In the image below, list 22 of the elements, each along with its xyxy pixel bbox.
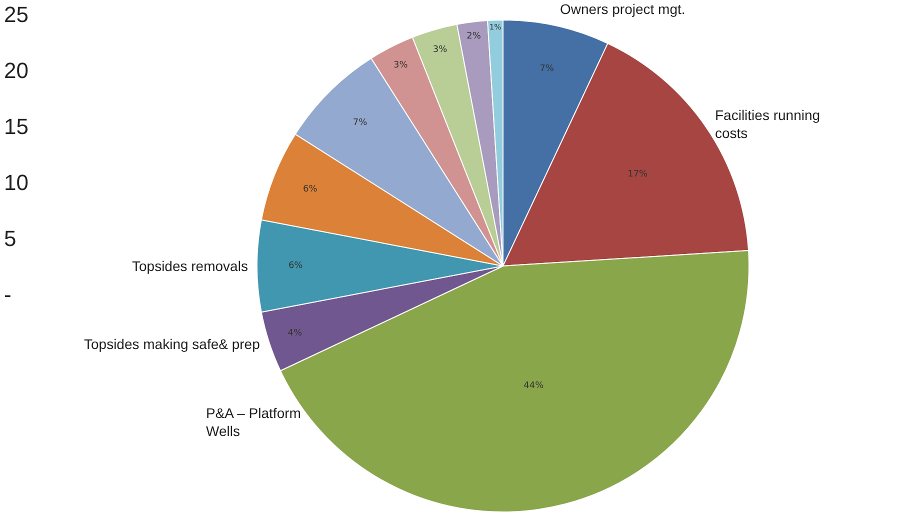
data-label: 17% (628, 169, 648, 180)
data-label: 3% (432, 45, 448, 56)
text: 20 (4, 58, 28, 83)
slice-label: Facilities running costs (715, 107, 820, 142)
text: 10 (4, 170, 28, 195)
slice-label: Topsides making safe& prep (84, 336, 260, 352)
data-label: 6% (288, 261, 304, 271)
data-label: 2% (466, 31, 482, 42)
slice-label: Topsides removals (132, 258, 248, 274)
data-label: 3% (394, 60, 408, 71)
slice-label: P&A – Platform Wells (206, 405, 301, 440)
data-label: 6% (303, 184, 318, 195)
data-label: 44% (524, 381, 544, 392)
slice-label: Owners project mgt. (560, 1, 686, 17)
data-label: 1% (489, 22, 502, 32)
data-label: 7% (352, 118, 368, 128)
data-label: 7% (540, 64, 554, 74)
data-label: 4% (288, 328, 302, 339)
text: 5 (4, 226, 16, 251)
text: - (4, 282, 12, 307)
text: 25 (4, 2, 28, 27)
text: 15 (4, 114, 28, 139)
